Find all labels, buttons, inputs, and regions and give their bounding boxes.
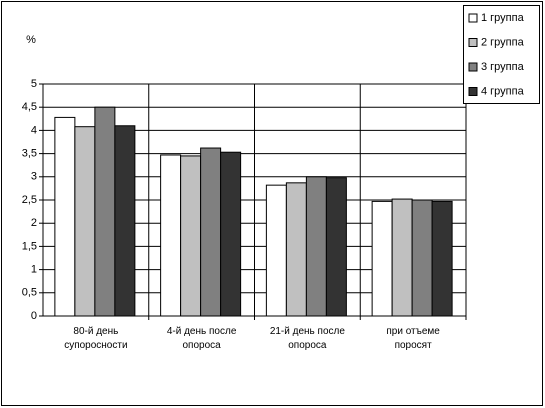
legend-label: 4 группа [481,85,525,97]
bar [265,184,287,317]
bar [220,151,242,317]
y-tick-label: 1,5 [22,240,37,252]
bar [325,177,347,317]
x-tick-label: 80-й день супоросности [64,326,128,351]
legend: 1 группа 2 группа 3 группа 4 группа [463,5,540,104]
bar [305,176,327,317]
legend-label: 1 группа [481,12,525,24]
legend-label: 2 группа [481,36,525,48]
legend-swatch [468,13,478,23]
y-axis-label: % [26,34,36,46]
y-tick-label: 2,5 [22,194,37,206]
bar [411,199,433,317]
y-tick-label: 3,5 [22,148,37,160]
legend-swatch [468,38,478,47]
bar [160,154,182,317]
y-tick-label: 4,5 [22,101,37,113]
y-tick-label: 3 [31,171,37,183]
y-tick-label: 2 [31,217,37,229]
legend-swatch [468,62,478,72]
bar [200,147,222,317]
legend-label: 3 группа [481,61,525,73]
bar [94,106,116,317]
bar [371,200,393,317]
bar [391,198,413,317]
y-tick-label: 1 [31,264,37,276]
bar [74,126,96,317]
bar [431,200,453,317]
x-tick-label: при отъеме поросят [386,326,440,351]
legend-swatch [468,87,478,96]
x-tick-label: 4-й день после опороса [166,326,237,351]
y-tick-label: 4 [31,124,37,136]
bar [114,125,136,317]
y-tick-label: 5 [31,78,37,90]
bar [285,182,307,317]
bar [54,116,76,317]
y-tick-label: 0 [31,310,37,322]
y-tick-label: 0,5 [22,287,37,299]
bar [180,155,202,317]
x-tick-label: 21-й день после опороса [269,326,345,351]
